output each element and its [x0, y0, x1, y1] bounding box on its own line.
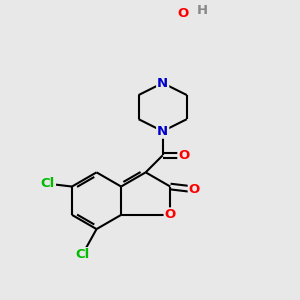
Text: O: O — [178, 149, 190, 162]
Text: O: O — [165, 208, 176, 221]
Text: N: N — [157, 76, 168, 89]
Text: H: H — [197, 4, 208, 17]
Text: O: O — [177, 7, 188, 20]
Text: O: O — [189, 183, 200, 196]
Text: Cl: Cl — [41, 177, 55, 190]
Text: Cl: Cl — [75, 248, 89, 261]
Text: N: N — [157, 125, 168, 138]
